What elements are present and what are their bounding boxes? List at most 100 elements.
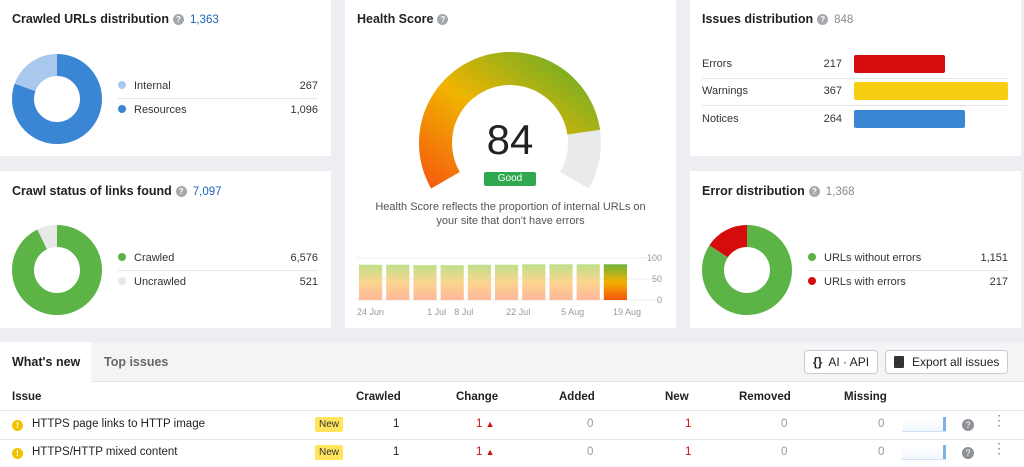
warnings-bar[interactable] xyxy=(854,82,1008,100)
removed-cell: 0 xyxy=(781,446,788,458)
warnings-count[interactable]: 367 xyxy=(823,85,842,97)
new-badge: New xyxy=(315,417,344,432)
issue-name[interactable]: HTTPS page links to HTTP image xyxy=(32,418,205,430)
legend-uncrawled[interactable]: Uncrawled xyxy=(118,276,186,288)
crawl-status-card: Crawl status of links found? 7,097 Crawle… xyxy=(0,171,331,328)
more-menu-icon[interactable]: ⋮ xyxy=(992,440,1006,456)
x-tick-label: 19 Aug xyxy=(613,307,641,317)
ai-api-button[interactable]: {} AI · API xyxy=(804,350,879,374)
error-total: 1,368 xyxy=(825,186,855,198)
issue-name[interactable]: HTTPS/HTTP mixed content xyxy=(32,446,178,458)
with-errors-value: 217 xyxy=(989,276,1008,288)
crawled-cell: 1 xyxy=(393,446,400,458)
history-bar[interactable] xyxy=(495,264,519,300)
table-row[interactable]: ! HTTPS page links to HTTP image New 1 1… xyxy=(0,411,1024,439)
col-change[interactable]: Change xyxy=(456,391,499,403)
added-cell: 0 xyxy=(587,418,594,430)
health-description: Health Score reflects the proportion of … xyxy=(375,201,646,227)
warning-icon: ! xyxy=(12,420,23,431)
health-history-chart: 100 50 0 24 Jun 1 Jul 8 Jul 22 Jul 5 Aug 19 Aug xyxy=(357,253,662,317)
crawled-urls-total[interactable]: 1,363 xyxy=(189,14,219,26)
donut-segment-2[interactable] xyxy=(12,225,102,315)
legend-urls-with-errors[interactable]: URLs with errors xyxy=(808,276,906,288)
help-icon[interactable]: ? xyxy=(817,14,829,25)
change-cell: 1 ▲ xyxy=(476,418,495,430)
issues-distribution-card: Issues distribution? 848 Errors 217 Warni… xyxy=(690,0,1021,156)
arrow-up-icon: ▲ xyxy=(485,419,495,429)
change-cell: 1 ▲ xyxy=(476,446,495,458)
internal-value: 267 xyxy=(299,80,318,92)
crawl-status-total[interactable]: 7,097 xyxy=(192,186,222,198)
history-bar[interactable] xyxy=(440,265,464,300)
health-score-card: Health Score? 84 Good Health Score refle… xyxy=(345,0,676,328)
resources-dot xyxy=(118,105,126,113)
donut-segment-2[interactable] xyxy=(12,54,102,144)
divider xyxy=(118,98,318,99)
legend-urls-without-errors[interactable]: URLs without errors xyxy=(808,252,921,264)
legend-resources[interactable]: Resources xyxy=(118,104,187,116)
col-crawled[interactable]: Crawled xyxy=(356,391,401,403)
x-tick-label: 8 Jul xyxy=(454,307,473,317)
crawled-value: 6,576 xyxy=(290,252,318,264)
header-divider xyxy=(0,410,1024,411)
history-bar[interactable] xyxy=(359,264,383,300)
tab-whats-new[interactable] xyxy=(0,342,91,383)
trend-sparkline xyxy=(902,417,946,432)
history-bar[interactable] xyxy=(467,264,491,300)
gauge-fill xyxy=(419,52,601,189)
legend-internal[interactable]: Internal xyxy=(118,80,171,92)
missing-cell: 0 xyxy=(878,446,885,458)
uncrawled-dot xyxy=(118,277,126,285)
error-distribution-card: Error distribution? 1,368 URLs without er… xyxy=(690,171,1021,328)
help-icon[interactable]: ? xyxy=(962,419,974,431)
history-bar[interactable] xyxy=(576,264,600,300)
internal-dot xyxy=(118,81,126,89)
divider xyxy=(118,270,318,271)
history-bar[interactable] xyxy=(386,264,410,300)
tab-whats-new-label[interactable]: What's new xyxy=(12,355,81,369)
table-row[interactable]: ! HTTPS/HTTP mixed content New 1 1 ▲ 0 1… xyxy=(0,440,1024,467)
help-icon[interactable]: ? xyxy=(172,14,184,25)
history-bar[interactable] xyxy=(549,264,573,300)
uncrawled-value: 521 xyxy=(299,276,318,288)
legend-crawled[interactable]: Crawled xyxy=(118,252,174,264)
donut-segment-2[interactable] xyxy=(702,225,792,315)
divider xyxy=(808,270,1008,271)
errors-count[interactable]: 217 xyxy=(823,58,842,70)
health-rating-badge: Good xyxy=(484,172,536,186)
with-errors-dot xyxy=(808,277,816,285)
help-icon[interactable]: ? xyxy=(437,14,449,25)
health-score-value: 84 xyxy=(486,116,534,163)
help-icon[interactable]: ? xyxy=(808,186,820,197)
help-icon[interactable]: ? xyxy=(175,186,187,197)
x-tick-label: 22 Jul xyxy=(506,307,530,317)
history-bar[interactable] xyxy=(522,264,546,300)
col-issue[interactable]: Issue xyxy=(12,391,42,403)
help-icon[interactable]: ? xyxy=(962,447,974,459)
col-new[interactable]: New xyxy=(665,391,689,403)
health-score-title: Health Score? xyxy=(357,12,449,26)
resources-value: 1,096 xyxy=(290,104,318,116)
col-removed[interactable]: Removed xyxy=(739,391,791,403)
divider xyxy=(702,78,1008,79)
history-bar[interactable] xyxy=(413,265,437,300)
trend-sparkline xyxy=(902,445,946,460)
new-cell: 1 xyxy=(685,446,692,458)
history-bar[interactable] xyxy=(603,264,627,300)
notices-bar[interactable] xyxy=(854,110,965,128)
new-cell: 1 xyxy=(685,418,692,430)
warnings-label: Warnings xyxy=(702,85,749,97)
tab-top-issues[interactable]: Top issues xyxy=(104,355,169,369)
added-cell: 0 xyxy=(587,446,594,458)
notices-count[interactable]: 264 xyxy=(823,113,842,125)
more-menu-icon[interactable]: ⋮ xyxy=(992,412,1006,428)
export-all-issues-button[interactable]: Export all issues xyxy=(885,350,1009,374)
without-errors-value: 1,151 xyxy=(980,252,1008,264)
error-distribution-title: Error distribution? 1,368 xyxy=(702,184,855,198)
errors-bar[interactable] xyxy=(854,55,946,73)
y-tick-label: 100 xyxy=(647,253,662,263)
col-added[interactable]: Added xyxy=(559,391,595,403)
export-icon xyxy=(894,356,904,368)
col-missing[interactable]: Missing xyxy=(844,391,887,403)
without-errors-dot xyxy=(808,253,816,261)
